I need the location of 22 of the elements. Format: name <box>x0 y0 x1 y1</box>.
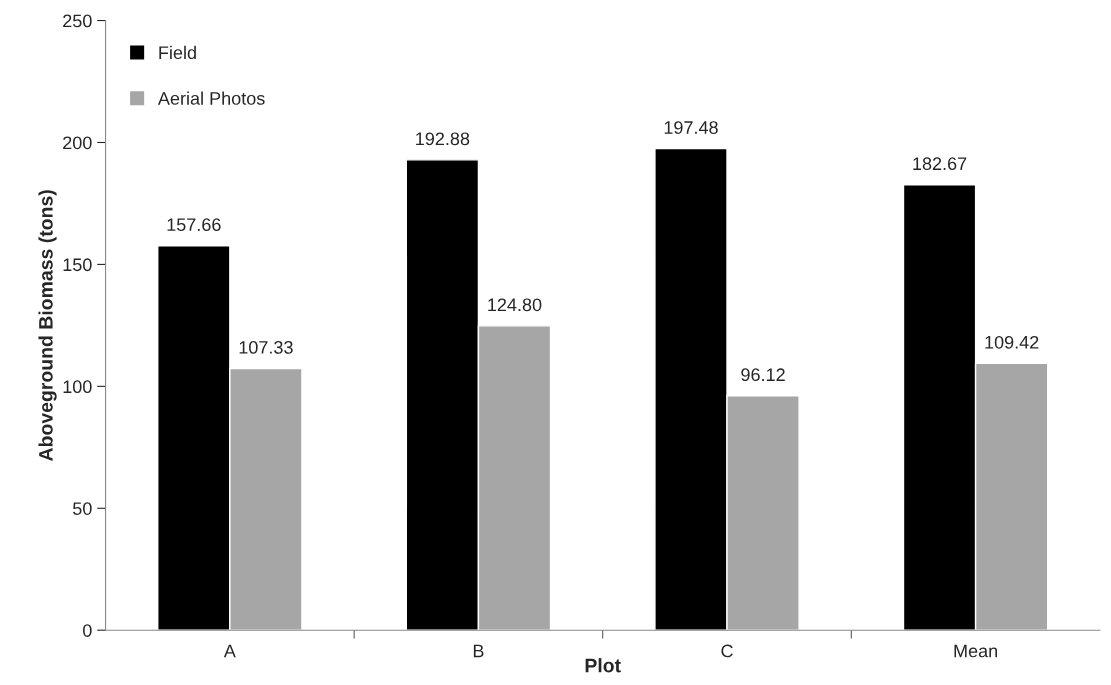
x-tick-label: C <box>721 644 733 658</box>
data-label: 157.66 <box>167 218 221 232</box>
x-tick-label: A <box>223 644 236 658</box>
data-label: 192.88 <box>416 132 470 146</box>
data-label: 182.67 <box>913 157 967 171</box>
y-axis-title: Aboveground Biomass (tons) <box>38 190 57 461</box>
y-tick-label: 0 <box>83 624 92 637</box>
legend-label: Aerial Photos <box>157 91 265 105</box>
y-tick-label: 50 <box>72 502 92 515</box>
y-tick-label: 250 <box>63 14 92 28</box>
data-label: 124.80 <box>488 298 542 312</box>
data-label: 96.12 <box>741 368 785 382</box>
x-tick-label: Mean <box>954 644 998 658</box>
y-tick-label: 200 <box>63 136 92 150</box>
data-label: 107.33 <box>239 341 293 354</box>
x-tick-label: B <box>473 644 484 658</box>
x-axis-title: Plot <box>585 658 621 673</box>
data-label: 109.42 <box>985 335 1039 349</box>
y-tick-label: 100 <box>63 380 92 394</box>
data-label: 197.48 <box>664 121 718 134</box>
y-tick-label: 150 <box>63 258 92 272</box>
legend-label: Field <box>159 45 196 60</box>
